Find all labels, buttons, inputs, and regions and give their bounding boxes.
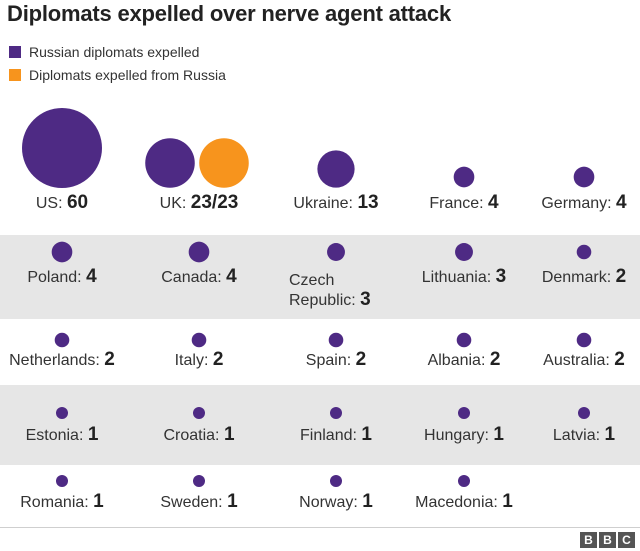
country-label: Netherlands: 2 [9, 349, 115, 370]
country-label: Finland: 1 [300, 424, 372, 445]
bubble-russian-expelled [455, 243, 473, 261]
country-label: Poland: 4 [27, 266, 97, 287]
bubble-russian-expelled [22, 108, 102, 188]
legend-swatch-expelled-from-russia [9, 69, 21, 81]
bbc-logo-letter: B [580, 532, 597, 548]
bbc-logo-letter: C [618, 532, 635, 548]
legend-label-expelled-from-russia: Diplomats expelled from Russia [29, 67, 226, 83]
bubble-russian-expelled [576, 244, 592, 260]
bubble-russian-expelled [193, 407, 205, 419]
country-label: Lithuania: 3 [422, 266, 506, 287]
bubble-expelled-from-russia [199, 138, 249, 188]
chart-title: Diplomats expelled over nerve agent atta… [7, 1, 451, 26]
bubble-russian-expelled [188, 241, 210, 263]
country-label: Romania: 1 [20, 491, 104, 512]
bubble-russian-expelled [56, 407, 68, 419]
bubble-russian-expelled [54, 332, 70, 348]
country-label: Canada: 4 [161, 266, 237, 287]
country-label: Denmark: 2 [542, 266, 626, 287]
bubble-russian-expelled [191, 332, 207, 348]
bubble-russian-expelled [328, 332, 344, 348]
bubble-russian-expelled [458, 407, 470, 419]
country-label: Albania: 2 [428, 349, 501, 370]
legend-swatch-russian-expelled [9, 46, 21, 58]
country-label: US: 60 [36, 192, 88, 213]
bbc-logo-letter: B [599, 532, 616, 548]
bubble-russian-expelled [56, 475, 68, 487]
bubble-russian-expelled [51, 241, 73, 263]
bubble-russian-expelled [193, 475, 205, 487]
legend-item-expelled-from-russia: Diplomats expelled from Russia [9, 67, 226, 83]
legend-item-russian-expelled: Russian diplomats expelled [9, 44, 199, 60]
country-label-line: Czech [289, 272, 334, 289]
bubble-chart: US: 60 UK: 23/23 Ukraine: 13 France: 4 Germa… [9, 108, 627, 512]
footer-divider [0, 527, 640, 528]
country-label: Australia: 2 [543, 349, 625, 370]
bubble-russian-expelled [145, 138, 195, 188]
bubble-russian-expelled [573, 166, 595, 188]
country-label: UK: 23/23 [160, 192, 239, 213]
legend-label-russian-expelled: Russian diplomats expelled [29, 44, 200, 60]
bubble-russian-expelled [330, 407, 342, 419]
row-band-2 [0, 235, 640, 319]
country-label: Croatia: 1 [163, 424, 234, 445]
country-label: Estonia: 1 [26, 424, 99, 445]
bubble-russian-expelled [576, 332, 592, 348]
country-label: Germany: 4 [541, 192, 627, 213]
bubble-russian-expelled [456, 332, 472, 348]
row-band-4 [0, 385, 640, 465]
country-label: Italy: 2 [175, 349, 224, 370]
country-label: Macedonia: 1 [415, 491, 513, 512]
bubble-russian-expelled [330, 475, 342, 487]
country-label: Ukraine: 13 [293, 192, 378, 213]
country-label: Republic: 3 [289, 289, 371, 310]
bubble-russian-expelled [317, 150, 355, 188]
country-label: Hungary: 1 [424, 424, 504, 445]
country-label: Latvia: 1 [553, 424, 616, 445]
bubble-russian-expelled [327, 243, 345, 261]
bubble-russian-expelled [458, 475, 470, 487]
country-label: Sweden: 1 [160, 491, 238, 512]
bubble-russian-expelled [453, 166, 475, 188]
country-label: France: 4 [429, 192, 499, 213]
country-label: Norway: 1 [299, 491, 373, 512]
country-label: Spain: 2 [306, 349, 366, 370]
bubble-russian-expelled [578, 407, 590, 419]
bbc-logo: B B C [580, 532, 635, 548]
